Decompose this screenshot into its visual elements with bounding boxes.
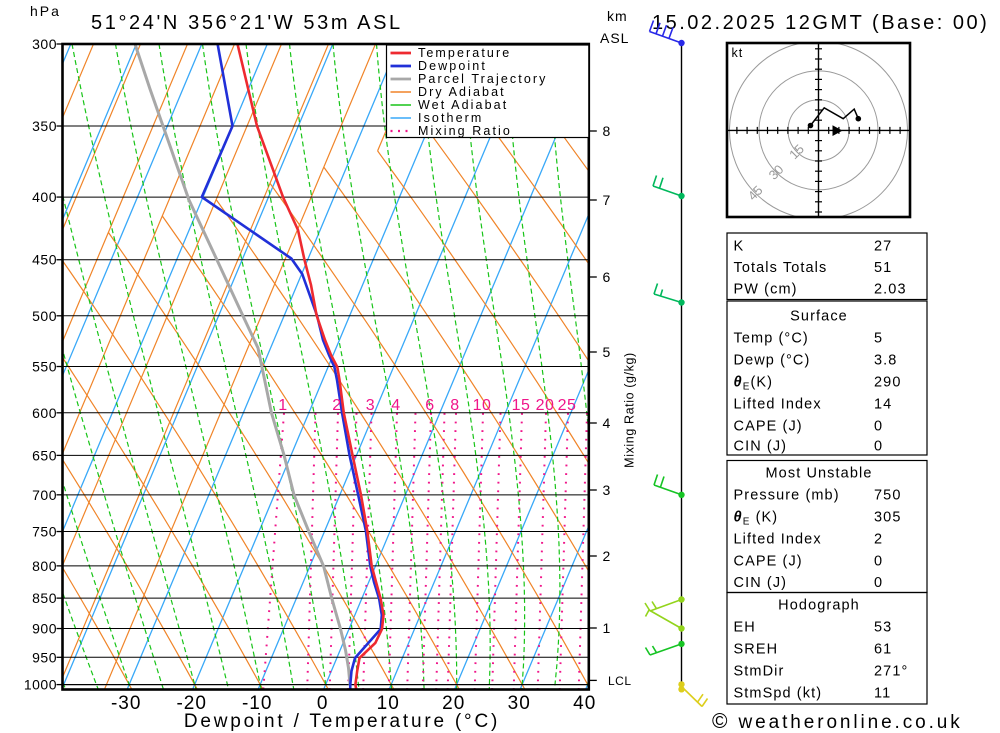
svg-text:3.8: 3.8 bbox=[874, 353, 897, 369]
svg-text:Totals Totals: Totals Totals bbox=[734, 260, 828, 276]
svg-text:1000: 1000 bbox=[24, 677, 57, 693]
svg-text:1: 1 bbox=[278, 397, 287, 414]
svg-text:3: 3 bbox=[366, 397, 375, 414]
svg-text:8: 8 bbox=[450, 397, 459, 414]
svg-text:10: 10 bbox=[377, 693, 400, 714]
svg-text:5: 5 bbox=[603, 344, 611, 360]
svg-text:Dewpoint / Temperature (°C): Dewpoint / Temperature (°C) bbox=[184, 711, 500, 732]
svg-text:550: 550 bbox=[32, 359, 57, 375]
svg-text:km: km bbox=[607, 8, 628, 24]
svg-text:400: 400 bbox=[32, 189, 57, 205]
svg-text:4: 4 bbox=[391, 397, 400, 414]
svg-text:650: 650 bbox=[32, 447, 57, 463]
svg-text:Temperature: Temperature bbox=[418, 46, 511, 60]
svg-text:2: 2 bbox=[603, 548, 611, 564]
svg-text:Dry Adiabat: Dry Adiabat bbox=[418, 85, 506, 99]
svg-text:7: 7 bbox=[603, 192, 611, 208]
svg-text:K: K bbox=[734, 239, 745, 255]
svg-text:-10: -10 bbox=[242, 693, 272, 714]
svg-text:-20: -20 bbox=[176, 693, 206, 714]
svg-text:Lifted Index: Lifted Index bbox=[734, 532, 822, 548]
svg-text:SREH: SREH bbox=[734, 642, 779, 658]
svg-text:25: 25 bbox=[558, 397, 577, 414]
svg-text:800: 800 bbox=[32, 558, 57, 574]
svg-text:PW (cm): PW (cm) bbox=[734, 282, 798, 298]
svg-text:ASL: ASL bbox=[600, 30, 629, 46]
svg-text:© weatheronline.co.uk: © weatheronline.co.uk bbox=[712, 710, 963, 733]
svg-text:750: 750 bbox=[32, 524, 57, 540]
svg-text:8: 8 bbox=[603, 123, 611, 139]
svg-text:-30: -30 bbox=[111, 693, 141, 714]
svg-text:53: 53 bbox=[874, 620, 892, 636]
svg-text:Dewp (°C): Dewp (°C) bbox=[734, 353, 811, 369]
svg-text:Parcel Trajectory: Parcel Trajectory bbox=[418, 72, 547, 86]
svg-text:CIN (J): CIN (J) bbox=[734, 575, 788, 591]
svg-text:5: 5 bbox=[874, 331, 883, 347]
svg-text:CIN (J): CIN (J) bbox=[734, 439, 788, 455]
svg-text:Wet Adiabat: Wet Adiabat bbox=[418, 98, 508, 112]
svg-text:Temp (°C): Temp (°C) bbox=[734, 331, 809, 347]
svg-text:Isotherm: Isotherm bbox=[418, 111, 483, 125]
svg-text:750: 750 bbox=[874, 488, 902, 504]
svg-text:kt: kt bbox=[732, 46, 744, 60]
svg-text:Lifted Index: Lifted Index bbox=[734, 397, 822, 413]
svg-text:15.02.2025 12GMT (Base: 00): 15.02.2025 12GMT (Base: 00) bbox=[652, 12, 989, 34]
svg-text:Most Unstable: Most Unstable bbox=[766, 466, 873, 482]
svg-text:10: 10 bbox=[473, 397, 492, 414]
svg-text:StmSpd (kt): StmSpd (kt) bbox=[734, 686, 823, 702]
svg-text:0: 0 bbox=[874, 554, 883, 570]
svg-text:350: 350 bbox=[32, 118, 57, 134]
svg-text:CAPE (J): CAPE (J) bbox=[734, 554, 803, 570]
svg-text:271°: 271° bbox=[874, 664, 908, 680]
svg-text:StmDir: StmDir bbox=[734, 664, 785, 680]
svg-text:15: 15 bbox=[512, 397, 531, 414]
svg-text:6: 6 bbox=[425, 397, 434, 414]
svg-text:2: 2 bbox=[874, 532, 883, 548]
svg-text:2: 2 bbox=[332, 397, 341, 414]
svg-text:11: 11 bbox=[874, 686, 891, 702]
svg-text:0: 0 bbox=[874, 575, 883, 591]
svg-text:20: 20 bbox=[536, 397, 555, 414]
svg-text:40: 40 bbox=[573, 693, 596, 714]
svg-text:0: 0 bbox=[317, 693, 329, 714]
svg-text:Surface: Surface bbox=[790, 309, 848, 325]
svg-text:27: 27 bbox=[874, 239, 892, 255]
svg-text:600: 600 bbox=[32, 405, 57, 421]
svg-text:6: 6 bbox=[603, 269, 611, 285]
svg-text:20: 20 bbox=[442, 693, 465, 714]
svg-text:Mixing Ratio (g/kg): Mixing Ratio (g/kg) bbox=[623, 352, 637, 468]
svg-text:3: 3 bbox=[603, 482, 611, 498]
svg-text:0: 0 bbox=[874, 419, 883, 435]
svg-text:hPa: hPa bbox=[30, 3, 61, 19]
svg-text:θE(K): θE(K) bbox=[734, 375, 774, 393]
svg-text:51°24'N 356°21'W 53m ASL: 51°24'N 356°21'W 53m ASL bbox=[91, 12, 403, 34]
svg-text:450: 450 bbox=[32, 252, 57, 268]
svg-text:900: 900 bbox=[32, 621, 57, 637]
svg-text:51: 51 bbox=[874, 260, 892, 276]
svg-text:850: 850 bbox=[32, 590, 57, 606]
svg-text:700: 700 bbox=[32, 487, 57, 503]
svg-text:EH: EH bbox=[734, 620, 756, 636]
svg-text:θE (K): θE (K) bbox=[734, 510, 779, 528]
svg-text:950: 950 bbox=[32, 649, 57, 665]
svg-text:305: 305 bbox=[874, 510, 902, 526]
svg-text:LCL: LCL bbox=[608, 674, 632, 688]
svg-text:Hodograph: Hodograph bbox=[778, 598, 860, 614]
svg-text:500: 500 bbox=[32, 308, 57, 324]
svg-text:CAPE (J): CAPE (J) bbox=[734, 419, 803, 435]
svg-text:290: 290 bbox=[874, 375, 902, 391]
svg-text:61: 61 bbox=[874, 642, 892, 658]
svg-text:30: 30 bbox=[508, 693, 531, 714]
svg-text:300: 300 bbox=[32, 36, 57, 52]
svg-text:14: 14 bbox=[874, 397, 892, 413]
svg-text:Pressure (mb): Pressure (mb) bbox=[734, 488, 840, 504]
svg-text:0: 0 bbox=[874, 439, 883, 455]
svg-text:4: 4 bbox=[603, 415, 611, 431]
svg-text:Dewpoint: Dewpoint bbox=[418, 59, 487, 73]
svg-text:1: 1 bbox=[603, 620, 611, 636]
svg-text:2.03: 2.03 bbox=[874, 282, 907, 298]
svg-text:Mixing Ratio: Mixing Ratio bbox=[418, 124, 512, 138]
